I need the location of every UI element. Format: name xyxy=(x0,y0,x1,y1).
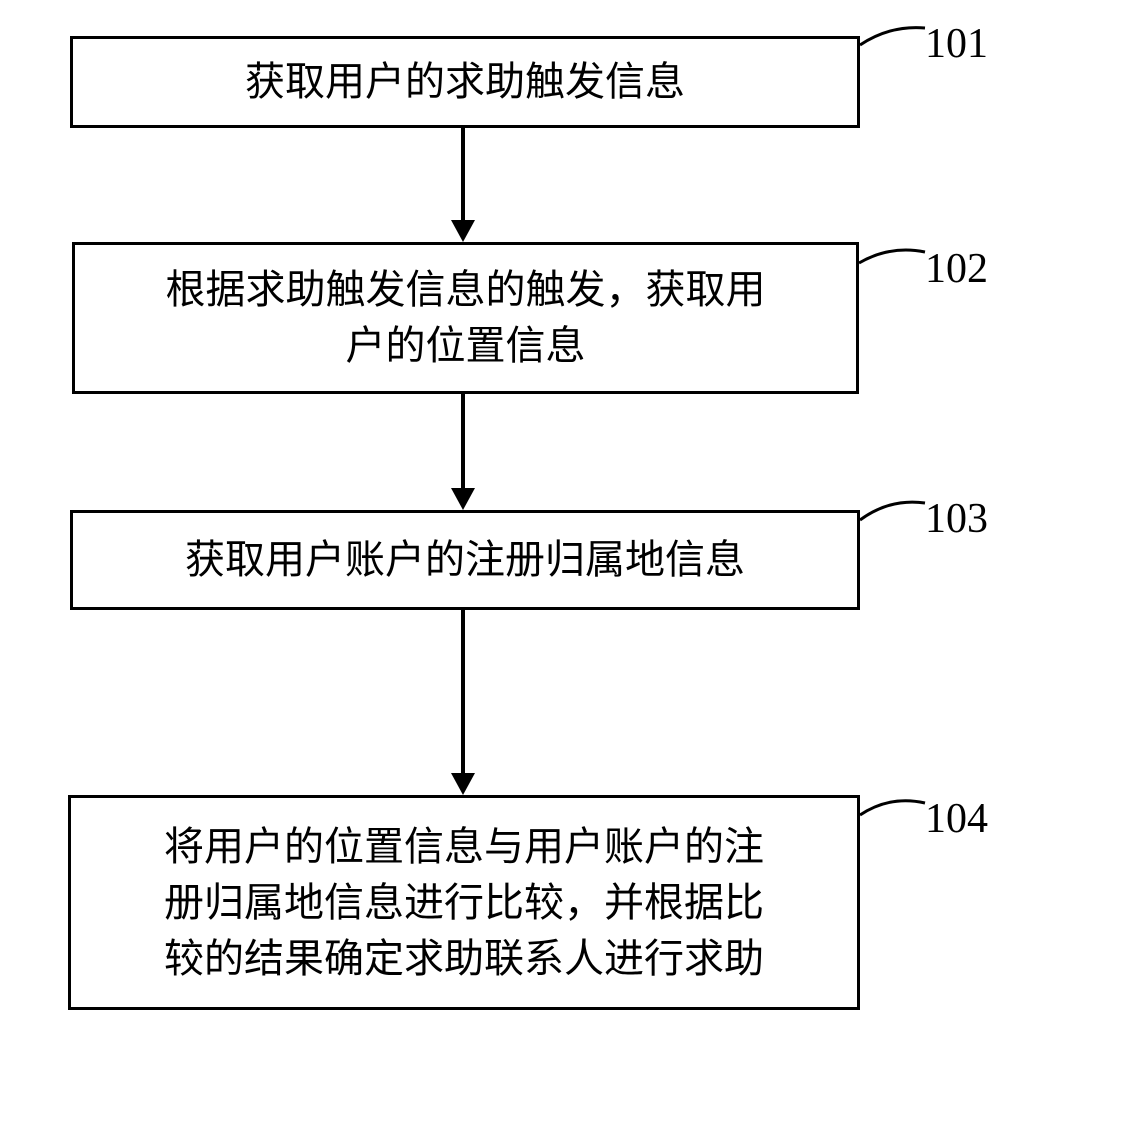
flowchart-container: 获取用户的求助触发信息 101 根据求助触发信息的触发，获取用 户的位置信息 1… xyxy=(0,0,1147,1130)
flowchart-step-1-text: 获取用户的求助触发信息 xyxy=(245,54,685,110)
flowchart-label-2: 102 xyxy=(925,245,988,293)
flowchart-step-2: 根据求助触发信息的触发，获取用 户的位置信息 xyxy=(72,242,859,394)
arrow-3-head xyxy=(451,773,475,795)
flowchart-step-4: 将用户的位置信息与用户账户的注 册归属地信息进行比较，并根据比 较的结果确定求助… xyxy=(68,795,860,1010)
flowchart-step-4-text: 将用户的位置信息与用户账户的注 册归属地信息进行比较，并根据比 较的结果确定求助… xyxy=(164,819,764,987)
flowchart-label-1: 101 xyxy=(925,20,988,68)
leader-line-2 xyxy=(855,240,935,275)
arrow-1-line xyxy=(461,128,465,220)
arrow-1-head xyxy=(451,220,475,242)
flowchart-step-2-text: 根据求助触发信息的触发，获取用 户的位置信息 xyxy=(166,262,766,374)
arrow-2-line xyxy=(461,394,465,488)
arrow-2-head xyxy=(451,488,475,510)
arrow-3-line xyxy=(461,610,465,773)
leader-line-1 xyxy=(855,15,935,55)
flowchart-step-1: 获取用户的求助触发信息 xyxy=(70,36,860,128)
flowchart-step-3: 获取用户账户的注册归属地信息 xyxy=(70,510,860,610)
flowchart-step-3-text: 获取用户账户的注册归属地信息 xyxy=(185,532,745,588)
flowchart-label-3: 103 xyxy=(925,495,988,543)
flowchart-label-4: 104 xyxy=(925,795,988,843)
leader-line-4 xyxy=(855,790,935,830)
leader-line-3 xyxy=(855,490,935,530)
